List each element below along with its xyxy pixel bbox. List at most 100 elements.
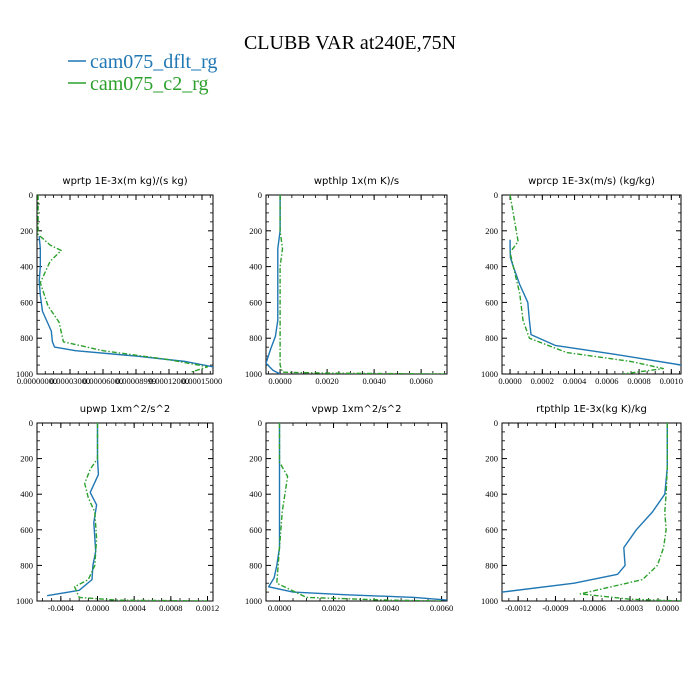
x-tick-label: 0.0006 (595, 376, 618, 386)
x-tick-label: 0.0060 (409, 376, 432, 386)
x-tick-label: 0.0040 (376, 603, 399, 613)
panel-frame (36, 422, 214, 602)
legend-label-dflt: cam075_dflt_rg (90, 51, 217, 73)
y-tick-label: 800 (249, 333, 262, 343)
series-line-dflt (509, 239, 681, 366)
y-tick-label: 200 (485, 226, 498, 236)
series-line-dflt (502, 423, 668, 593)
y-tick-label: 1000 (481, 596, 498, 606)
y-tick-label: 200 (20, 454, 33, 464)
x-tick-label: 0.0000 (268, 376, 291, 386)
series-line-dflt (266, 195, 281, 374)
series-line-c2 (73, 423, 208, 601)
panel-title: wprcp 1E-3x(m/s) (kg/kg) (528, 176, 655, 187)
y-tick-label: 0 (494, 418, 498, 428)
y-tick-label: 0 (29, 418, 33, 428)
y-tick-label: 600 (20, 297, 33, 307)
panel-3: wprcp 1E-3x(m/s) (kg/kg) 0 200 400 600 800 100… (481, 176, 683, 386)
x-tick-label: 0.00015000 (182, 376, 222, 386)
series-group (502, 423, 681, 601)
panel-6: rtpthlp 1E-3x(kg K)/kg02004006008001000-… (481, 404, 682, 613)
panel-frame (501, 194, 682, 375)
x-tick-label: 0.00000000 (17, 376, 57, 386)
series-line-c2 (509, 195, 664, 374)
y-tick-label: 1000 (481, 369, 498, 379)
legend-label-c2: cam075_c2_rg (90, 73, 209, 95)
panel-frame (501, 422, 682, 602)
y-tick-label: 800 (20, 560, 33, 570)
y-tick-label: 400 (249, 262, 262, 272)
y-tick-label: 0 (29, 190, 33, 200)
series-line-dflt (46, 423, 100, 597)
x-tick-label: 0.0060 (430, 603, 453, 613)
panel-frame (265, 422, 448, 602)
x-tick-label: -0.0004 (48, 603, 75, 613)
panel-title: wpthlp 1x(m K)/s (314, 176, 399, 187)
panel-title: vpwp 1xm^2/s^2 (311, 404, 401, 415)
x-tick-label: 0.0000 (86, 603, 109, 613)
y-tick-label: 1000 (245, 596, 262, 606)
series-group (46, 423, 208, 601)
y-tick-label: 400 (20, 489, 33, 499)
x-tick-label: 0.00006000 (83, 376, 123, 386)
y-tick-label: 600 (249, 525, 262, 535)
y-tick-label: 400 (485, 262, 498, 272)
x-tick-label: 0.0000 (268, 603, 291, 613)
y-tick-label: 1000 (245, 369, 262, 379)
series-line-c2 (37, 195, 209, 373)
series-line-dflt (268, 423, 447, 601)
x-tick-label: 0.00003000 (50, 376, 90, 386)
panel-2: wpthlp 1x(m K)/s 0 200 400 600 800 1000 0.0000 0… (245, 176, 448, 386)
series-line-c2 (276, 423, 442, 601)
x-tick-label: 0.0008 (627, 376, 650, 386)
x-tick-label: 0.0012 (196, 603, 219, 613)
figure-title: CLUBB VAR at240E,75N (244, 32, 456, 54)
x-tick-label: 0.0004 (122, 603, 146, 613)
series-line-c2 (279, 195, 445, 374)
y-tick-label: 800 (485, 333, 498, 343)
y-tick-label: 0 (258, 190, 262, 200)
x-tick-label: -0.0003 (617, 603, 643, 613)
y-tick-label: 1000 (16, 369, 33, 379)
y-tick-label: 400 (249, 489, 262, 499)
x-tick-label: 0.0000 (656, 603, 679, 613)
x-tick-label: 0.0040 (362, 376, 385, 386)
x-tick-label: 0.00008999 (116, 376, 156, 386)
y-tick-label: 800 (485, 560, 498, 570)
y-tick-label: 200 (249, 226, 262, 236)
x-tick-label: 0.0002 (531, 376, 554, 386)
x-tick-label: 0.0020 (322, 603, 345, 613)
y-tick-label: 600 (249, 297, 262, 307)
x-tick-label: 0.0020 (315, 376, 338, 386)
y-tick-label: 600 (485, 297, 498, 307)
panel-4: upwp 1xm^2/s^2 0 200 400 600 800 1000 -0.0004 0.… (16, 404, 219, 613)
x-tick-label: 0.0000 (498, 376, 521, 386)
x-tick-label: 0.00012000 (149, 376, 189, 386)
panel-title: upwp 1xm^2/s^2 (80, 404, 170, 415)
y-tick-label: 600 (485, 525, 498, 535)
panel-frame (36, 194, 214, 375)
y-tick-label: 800 (249, 560, 262, 570)
x-tick-label: 0.0004 (563, 376, 587, 386)
series-line-c2 (579, 423, 681, 601)
y-tick-label: 1000 (16, 596, 33, 606)
x-tick-label: 0.0010 (660, 376, 683, 386)
panel-frame (265, 194, 448, 375)
series-group (266, 195, 445, 374)
series-group (37, 195, 213, 373)
x-tick-label: -0.0009 (542, 603, 568, 613)
panel-5: vpwp 1xm^2/s^2 0 200 400 600 800 1000 0.0000 0.0… (245, 404, 453, 613)
y-tick-label: 800 (20, 333, 33, 343)
series-group (268, 423, 447, 601)
y-tick-label: 600 (20, 525, 33, 535)
x-tick-label: -0.0012 (505, 603, 531, 613)
y-tick-label: 0 (258, 418, 262, 428)
series-group (509, 195, 681, 374)
legend: cam075_dflt_rg cam075_c2_rg (68, 51, 217, 95)
panel-title: rtpthlp 1E-3x(kg K)/kg (536, 404, 647, 415)
panel-title: wprtp 1E-3x(m kg)/(s kg) (62, 176, 187, 187)
y-tick-label: 400 (20, 262, 33, 272)
x-tick-label: -0.0006 (580, 603, 606, 613)
panels: wprtp 1E-3x(m kg)/(s kg) 0 200 400 600 800 100… (16, 176, 683, 613)
